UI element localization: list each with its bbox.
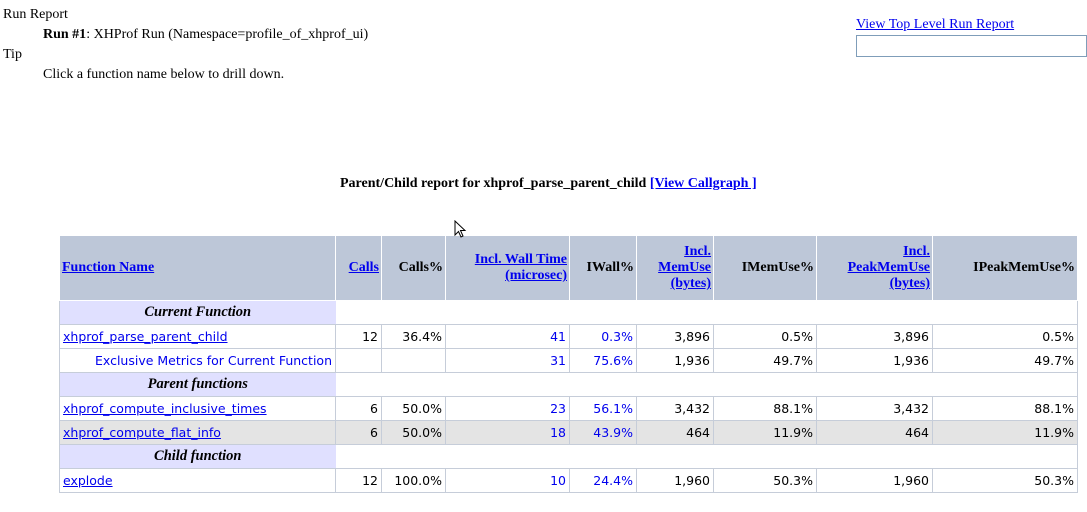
- table-row: xhprof_compute_inclusive_times 6 50.0% 23…: [59, 396, 1078, 421]
- sort-incl-wall[interactable]: Incl. Wall Time (microsec): [474, 252, 567, 283]
- col-incl-wall[interactable]: Incl. Wall Time (microsec): [445, 235, 570, 301]
- col-incl-peak[interactable]: Incl. PeakMemUse (bytes): [816, 235, 933, 301]
- sort-incl-mem[interactable]: Incl. MemUse (bytes): [658, 244, 711, 291]
- col-function-name[interactable]: Function Name: [59, 235, 336, 301]
- function-link[interactable]: xhprof_compute_inclusive_times: [63, 401, 267, 416]
- exclusive-row: Exclusive Metrics for Current Function 3…: [59, 348, 1078, 373]
- run-report-label: Run Report: [3, 7, 68, 22]
- function-link[interactable]: xhprof_compute_flat_info: [63, 425, 221, 440]
- sort-calls[interactable]: Calls: [348, 260, 379, 275]
- col-imem-pct: IMemUse%: [713, 235, 817, 301]
- parent-child-table: Function Name Calls Calls% Incl. Wall Ti…: [59, 235, 1078, 493]
- tip-text: Click a function name below to drill dow…: [43, 67, 285, 82]
- report-title-text: Parent/Child report for xhprof_parse_par…: [340, 176, 647, 191]
- col-calls[interactable]: Calls: [335, 235, 382, 301]
- sort-incl-peak[interactable]: Incl. PeakMemUse (bytes): [847, 244, 930, 291]
- col-ipeak-pct: IPeakMemUse%: [932, 235, 1078, 301]
- table-row: explode 12 100.0% 10 24.4% 1,960 50.3% 1,96…: [59, 468, 1078, 493]
- section-children: Child function: [59, 444, 336, 469]
- table-row: xhprof_compute_flat_info 6 50.0% 18 43.9% …: [59, 420, 1078, 445]
- run-label: Run #1: [43, 27, 87, 42]
- mouse-cursor-icon: [454, 220, 467, 238]
- table-row: xhprof_parse_parent_child 12 36.4% 41 0.3%…: [59, 324, 1078, 349]
- section-current: Current Function: [59, 300, 336, 325]
- function-link[interactable]: xhprof_parse_parent_child: [63, 329, 228, 344]
- run-info: Run #1: XHProf Run (Namespace=profile_of…: [43, 27, 368, 43]
- report-title: Parent/Child report for xhprof_parse_par…: [340, 176, 757, 192]
- view-top-level-link[interactable]: View Top Level Run Report: [856, 17, 1015, 32]
- header-row: Function Name Calls Calls% Incl. Wall Ti…: [59, 235, 1078, 301]
- col-calls-pct: Calls%: [381, 235, 446, 301]
- view-callgraph-link[interactable]: [View Callgraph ]: [649, 176, 757, 191]
- run-description: : XHProf Run (Namespace=profile_of_xhpro…: [86, 27, 369, 42]
- function-link[interactable]: explode: [63, 473, 113, 488]
- function-search-input[interactable]: [856, 35, 1087, 57]
- sort-function-name[interactable]: Function Name: [62, 260, 155, 275]
- section-parents: Parent functions: [59, 372, 336, 397]
- col-incl-mem[interactable]: Incl. MemUse (bytes): [636, 235, 714, 301]
- col-iwall-pct: IWall%: [569, 235, 637, 301]
- tip-label: Tip: [3, 47, 22, 62]
